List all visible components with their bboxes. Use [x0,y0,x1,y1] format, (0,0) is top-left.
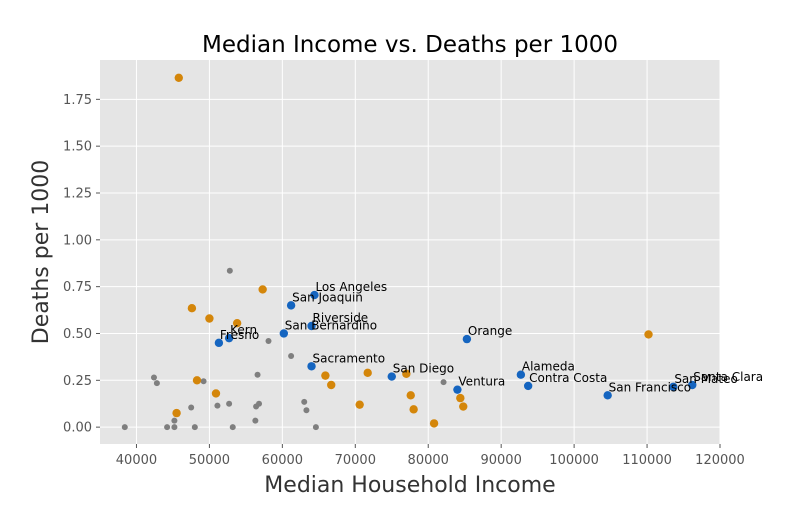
county-label: Contra Costa [529,371,607,385]
gray-data-point [188,404,195,411]
labeled-data-point [603,391,612,400]
labeled-data-point [516,370,526,379]
gray-data-point [312,424,319,431]
county-label: Ventura [458,375,505,389]
county-label: San Bernardino [285,318,377,332]
gray-data-point [265,337,272,344]
gray-data-point [214,402,221,409]
y-tick-label: 0.00 [63,421,92,436]
county-label: Sacramento [313,351,386,365]
gray-data-point [121,424,128,431]
county-label: Orange [468,324,512,338]
gray-data-point [171,417,178,424]
orange-data-point [402,369,411,378]
county-label: Alameda [522,360,575,374]
y-tick-label: 1.00 [63,233,92,248]
orange-data-point [211,389,221,398]
orange-data-point [327,380,336,390]
gray-data-point [254,371,261,378]
gray-data-point [252,417,259,424]
y-tick-label: 1.25 [63,186,92,201]
data-points [121,73,697,431]
orange-data-point [456,393,465,403]
county-label: San Joaquin [292,290,363,304]
y-tick-label: 1.75 [63,93,92,108]
orange-data-point [187,303,197,313]
orange-data-point [321,371,330,380]
orange-data-point [429,419,439,428]
county-label: San Francisco [609,380,691,394]
orange-data-point [192,376,202,385]
labeled-data-point [310,290,319,300]
x-tick-label: 100000 [549,453,599,468]
labeled-data-point [286,301,296,310]
labeled-data-point [307,321,316,331]
labeled-data-point [688,380,697,390]
y-tick-label: 0.25 [63,374,92,389]
x-tick-label: 120000 [695,453,745,468]
county-label: San Mateo [674,372,738,386]
orange-data-point [459,402,468,411]
labeled-data-point [453,385,462,394]
y-axis-title: Deaths per 1000 [29,160,54,345]
county-label: Los Angeles [315,280,387,294]
y-tick-label: 0.50 [63,327,92,342]
gray-data-point [191,424,198,431]
gray-data-point [303,407,310,414]
x-axis-title: Median Household Income [264,473,555,498]
orange-data-point [363,368,372,378]
county-label: Kern [230,323,257,337]
gray-data-point [440,379,447,386]
gray-data-point [301,398,308,405]
orange-data-point [258,285,267,294]
labeled-data-point [523,381,533,391]
orange-data-point [232,318,242,328]
county-label: Santa Clara [693,370,763,384]
gray-data-point [229,424,236,431]
orange-data-point [644,330,653,339]
gray-data-point [288,352,295,359]
x-tick-label: 60000 [262,453,303,468]
grid-lines [100,60,721,444]
labeled-data-point [224,333,234,343]
gray-data-point [171,424,178,431]
county-label: Fresno [220,328,259,342]
gray-data-point [164,424,171,431]
chart-title: Median Income vs. Deaths per 1000 [202,32,618,58]
orange-data-point [172,408,181,418]
gray-data-point [226,267,233,274]
county-label: San Diego [393,362,454,376]
axis-ticks: 40000 50000 60000 70000 80000 90000 100000 1100… [63,93,745,468]
x-tick-label: 90000 [480,453,521,468]
labeled-data-point [307,362,316,371]
labeled-data-point [462,334,472,344]
orange-data-point [174,73,183,82]
labeled-data-point [279,329,289,338]
gray-data-point [150,374,157,381]
gray-data-point [200,378,207,385]
county-label: Riverside [313,311,369,325]
labeled-data-point [387,372,396,381]
x-tick-label: 80000 [408,453,449,468]
labeled-data-point [214,338,224,348]
gray-data-point [226,400,233,407]
x-tick-label: 70000 [335,453,376,468]
x-tick-label: 50000 [189,453,230,468]
gray-data-point [153,380,160,387]
orange-data-point [406,391,415,400]
labeled-data-point [669,382,678,392]
gray-data-point [253,403,260,410]
y-tick-label: 0.75 [63,280,92,295]
y-tick-label: 1.50 [63,140,92,155]
x-tick-label: 110000 [622,453,672,468]
orange-data-point [205,314,214,323]
orange-data-point [409,405,418,414]
orange-data-point [355,400,364,409]
x-tick-label: 40000 [116,453,157,468]
